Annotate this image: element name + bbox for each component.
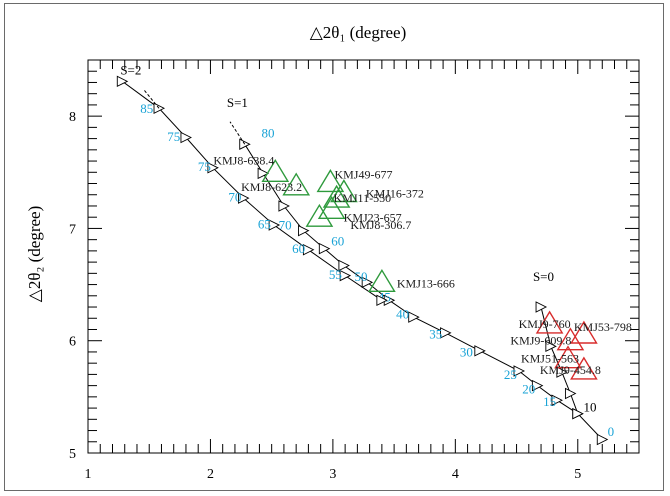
x-tick-label: 5 bbox=[574, 467, 581, 482]
curve-label-s0: S=0 bbox=[533, 269, 554, 284]
curve-marker-s1 bbox=[572, 407, 584, 420]
curve-tick-label: 70 bbox=[228, 189, 241, 204]
sample-label: KMJ8-638.4 bbox=[213, 153, 274, 167]
curve-marker-s1 bbox=[551, 394, 563, 406]
sample-marker bbox=[316, 169, 345, 193]
curve-tick-label: 60 bbox=[331, 233, 344, 248]
curve-marker-s1 bbox=[298, 224, 310, 237]
curve-tick-label: 75 bbox=[198, 159, 211, 174]
sample-label: KMJ11-550 bbox=[334, 191, 392, 205]
plot-area: 1 2 3 4 556781008070605045403530252015857575… bbox=[69, 59, 640, 482]
curve-marker-s2 bbox=[207, 162, 219, 174]
curve-tick-label: 50 bbox=[355, 269, 368, 284]
sample-marker bbox=[570, 320, 598, 344]
sample-label: KMJ8-306.7 bbox=[350, 218, 411, 232]
x-tick-label: 1 bbox=[85, 467, 92, 482]
curve-tick-label: 70 bbox=[279, 218, 292, 233]
sample-label: KMJ13-666 bbox=[397, 276, 455, 290]
curve-marker-s1 bbox=[474, 345, 486, 357]
curve-tick-label: 60 bbox=[292, 241, 305, 256]
curve-marker-s0 bbox=[596, 433, 609, 446]
curve-tick-label: 15 bbox=[543, 394, 556, 409]
sample-marker bbox=[535, 310, 564, 334]
curve-tick-label: 35 bbox=[429, 326, 442, 341]
curve-marker-s2 bbox=[116, 75, 129, 88]
sample-marker bbox=[261, 158, 290, 183]
sample-marker bbox=[554, 345, 582, 369]
sample-label: KMJ49-677 bbox=[334, 167, 392, 181]
sample-label: KMJ9-454.8 bbox=[540, 363, 601, 377]
sample-label: KMJ16-372 bbox=[366, 186, 424, 200]
sample-label: KMJ23-657 bbox=[344, 210, 402, 224]
curve-tick-label: 10 bbox=[584, 399, 597, 414]
sample-label: KMJ9-760 bbox=[519, 317, 571, 331]
curve-tick-label: 55 bbox=[329, 267, 342, 282]
sample-marker bbox=[317, 195, 346, 220]
sample-label: KMJ53-798 bbox=[574, 320, 632, 334]
sample-marker bbox=[330, 179, 358, 203]
curve-marker-s2 bbox=[339, 269, 352, 282]
sample-marker bbox=[305, 203, 334, 227]
curve-marker-s1 bbox=[318, 242, 331, 255]
curve-tick-label: 0 bbox=[608, 424, 615, 439]
figure-frame bbox=[4, 3, 664, 491]
sample-marker bbox=[282, 172, 311, 196]
curve-marker-s0 bbox=[545, 340, 557, 353]
curve-marker-s1 bbox=[257, 167, 270, 180]
curve-marker-s2 bbox=[268, 219, 281, 231]
curve-marker-s1 bbox=[513, 365, 526, 377]
sample-marker bbox=[322, 184, 351, 208]
curve-marker-s1 bbox=[338, 259, 350, 272]
curve-marker-s1 bbox=[278, 200, 290, 212]
y-tick-label: 6 bbox=[69, 335, 76, 350]
curve-tick-label: 85 bbox=[140, 101, 153, 116]
curve-line-s0 bbox=[540, 306, 603, 440]
curve-marker-s2 bbox=[238, 192, 250, 204]
sample-marker bbox=[570, 356, 598, 380]
curve-marker-s1 bbox=[361, 276, 374, 289]
y-axis-label: △2θ₂ (degree) bbox=[25, 206, 44, 303]
curve-label-s1: S=1 bbox=[227, 95, 248, 110]
y-tick-label: 7 bbox=[69, 222, 76, 237]
curve-marker-s1 bbox=[408, 311, 420, 323]
curve-marker-s0 bbox=[535, 301, 548, 313]
x-axis-label: △2θ₁ (degree) bbox=[310, 23, 407, 42]
curve-label-s2: S=2 bbox=[120, 63, 141, 78]
curve-marker-s2 bbox=[302, 244, 315, 256]
curve-tick-label: 20 bbox=[522, 381, 535, 396]
curve-tick-label: 25 bbox=[504, 367, 517, 382]
dashed-leader-s2 bbox=[143, 90, 160, 109]
curve-tick-label: 75 bbox=[167, 129, 180, 144]
y-tick-label: 8 bbox=[69, 110, 76, 125]
curve-marker-s2 bbox=[180, 131, 192, 144]
curve-marker-s1 bbox=[531, 379, 544, 392]
x-tick-label: 2 bbox=[207, 467, 214, 482]
curve-tick-label: 65 bbox=[258, 216, 271, 231]
curve-marker-s1 bbox=[440, 327, 452, 339]
y-tick-label: 5 bbox=[69, 447, 76, 462]
curve-tick-label: 40 bbox=[396, 306, 409, 321]
x-tick-label: 4 bbox=[452, 467, 459, 482]
x-tick-label: 3 bbox=[329, 467, 336, 482]
dashed-leader-s1 bbox=[229, 121, 246, 145]
sample-label: KMJ9-609.8 bbox=[510, 334, 571, 348]
sample-label: KMJ51-563 bbox=[521, 352, 579, 366]
sample-marker bbox=[368, 268, 396, 292]
curve-marker-s0 bbox=[556, 366, 568, 378]
curve-tick-label: 30 bbox=[460, 344, 473, 359]
curve-marker-s2 bbox=[376, 294, 388, 307]
curve-tick-label: 80 bbox=[261, 125, 274, 140]
plot-frame bbox=[87, 59, 640, 454]
sample-label: KMJ8-623.2 bbox=[241, 180, 302, 194]
curve-marker-s0 bbox=[564, 387, 577, 400]
